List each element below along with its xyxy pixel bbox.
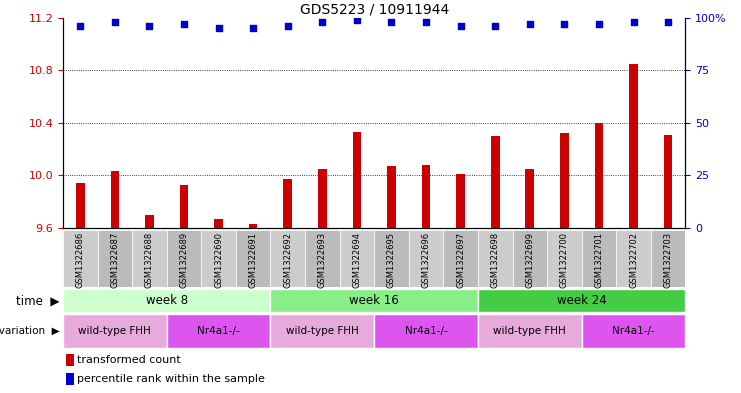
- Bar: [132, 230, 167, 287]
- Point: [628, 19, 639, 25]
- Text: week 16: week 16: [349, 294, 399, 307]
- Text: Nr4a1-/-: Nr4a1-/-: [405, 326, 448, 336]
- Point: [316, 19, 328, 25]
- Point: [489, 23, 501, 29]
- Text: Nr4a1-/-: Nr4a1-/-: [197, 326, 240, 336]
- Text: wild-type FHH: wild-type FHH: [494, 326, 566, 336]
- Bar: [456, 174, 465, 228]
- Text: week 24: week 24: [556, 294, 607, 307]
- Point: [385, 19, 397, 25]
- Text: GSM1322692: GSM1322692: [283, 231, 292, 288]
- Text: percentile rank within the sample: percentile rank within the sample: [77, 374, 265, 384]
- Point: [74, 23, 86, 29]
- Bar: [214, 219, 223, 228]
- Bar: [374, 230, 409, 287]
- Point: [420, 19, 432, 25]
- Bar: [305, 230, 339, 287]
- Text: wild-type FHH: wild-type FHH: [79, 326, 151, 336]
- Text: GSM1322689: GSM1322689: [179, 231, 188, 288]
- Bar: [249, 224, 258, 228]
- Text: GSM1322696: GSM1322696: [422, 231, 431, 288]
- Point: [524, 21, 536, 27]
- Bar: [167, 230, 202, 287]
- Bar: [66, 354, 74, 366]
- Bar: [478, 289, 685, 312]
- Bar: [664, 135, 673, 228]
- Text: GSM1322688: GSM1322688: [145, 231, 154, 288]
- Text: genotype/variation  ▶: genotype/variation ▶: [0, 326, 59, 336]
- Point: [662, 19, 674, 25]
- Bar: [594, 123, 603, 228]
- Text: GSM1322698: GSM1322698: [491, 231, 499, 288]
- Bar: [283, 179, 292, 228]
- Text: GSM1322701: GSM1322701: [594, 231, 603, 288]
- Bar: [145, 215, 154, 228]
- Bar: [409, 230, 443, 287]
- Bar: [76, 183, 84, 228]
- Bar: [491, 136, 499, 228]
- Bar: [478, 314, 582, 348]
- Text: wild-type FHH: wild-type FHH: [286, 326, 359, 336]
- Bar: [202, 230, 236, 287]
- Text: GSM1322687: GSM1322687: [110, 231, 119, 288]
- Bar: [478, 230, 513, 287]
- Bar: [270, 230, 305, 287]
- Bar: [110, 171, 119, 228]
- Text: GSM1322694: GSM1322694: [353, 231, 362, 288]
- Bar: [353, 132, 361, 228]
- Bar: [236, 230, 270, 287]
- Bar: [179, 185, 188, 228]
- Point: [109, 19, 121, 25]
- Bar: [63, 314, 167, 348]
- Bar: [318, 169, 327, 228]
- Bar: [374, 314, 478, 348]
- Bar: [582, 314, 685, 348]
- Bar: [547, 230, 582, 287]
- Text: GSM1322699: GSM1322699: [525, 231, 534, 288]
- Text: GSM1322690: GSM1322690: [214, 231, 223, 288]
- Bar: [629, 64, 638, 228]
- Bar: [560, 133, 569, 228]
- Text: GSM1322693: GSM1322693: [318, 231, 327, 288]
- Text: GSM1322697: GSM1322697: [456, 231, 465, 288]
- Point: [351, 17, 363, 23]
- Text: GSM1322691: GSM1322691: [249, 231, 258, 288]
- Text: GSM1322702: GSM1322702: [629, 231, 638, 288]
- Bar: [66, 373, 74, 385]
- Text: GSM1322700: GSM1322700: [560, 231, 569, 288]
- Bar: [63, 289, 270, 312]
- Bar: [63, 230, 98, 287]
- Point: [178, 21, 190, 27]
- Point: [247, 25, 259, 31]
- Title: GDS5223 / 10911944: GDS5223 / 10911944: [299, 2, 449, 17]
- Point: [213, 25, 225, 31]
- Bar: [270, 314, 374, 348]
- Bar: [651, 230, 685, 287]
- Bar: [422, 165, 431, 228]
- Point: [144, 23, 156, 29]
- Point: [282, 23, 293, 29]
- Text: week 8: week 8: [146, 294, 187, 307]
- Point: [455, 23, 467, 29]
- Bar: [98, 230, 132, 287]
- Bar: [270, 289, 478, 312]
- Text: Nr4a1-/-: Nr4a1-/-: [612, 326, 655, 336]
- Text: GSM1322686: GSM1322686: [76, 231, 84, 288]
- Point: [559, 21, 571, 27]
- Bar: [617, 230, 651, 287]
- Text: GSM1322695: GSM1322695: [387, 231, 396, 288]
- Bar: [513, 230, 547, 287]
- Bar: [582, 230, 617, 287]
- Text: transformed count: transformed count: [77, 355, 181, 365]
- Bar: [339, 230, 374, 287]
- Text: GSM1322703: GSM1322703: [664, 231, 673, 288]
- Bar: [443, 230, 478, 287]
- Point: [593, 21, 605, 27]
- Bar: [387, 166, 396, 228]
- Text: time  ▶: time ▶: [16, 294, 59, 307]
- Bar: [525, 169, 534, 228]
- Bar: [167, 314, 270, 348]
